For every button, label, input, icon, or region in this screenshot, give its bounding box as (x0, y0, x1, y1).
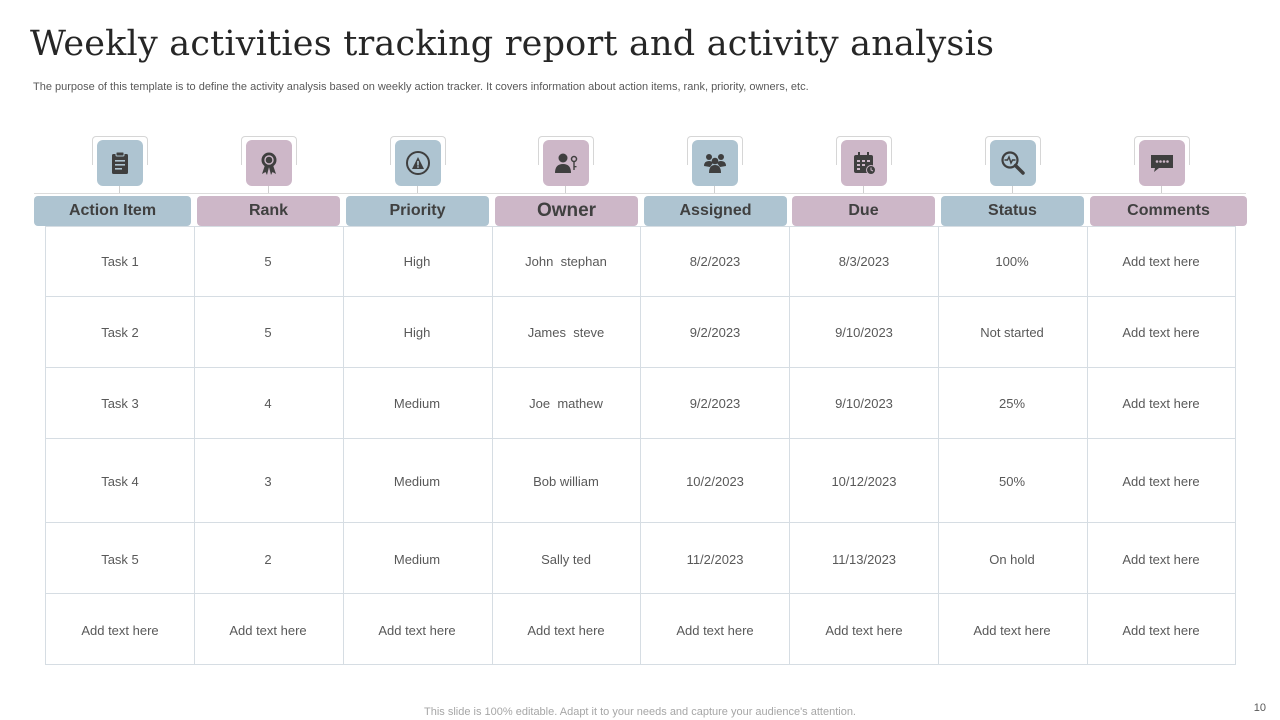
header-rank: Rank (197, 196, 340, 226)
table-cell: Sally ted (541, 552, 591, 567)
table-cell: 11/2/2023 (686, 552, 744, 567)
column-divider (789, 226, 790, 665)
row-divider (45, 296, 1236, 297)
header-priority: Priority (346, 196, 489, 226)
action-item-icon-slot (92, 136, 148, 194)
table-cell: Add text here (973, 623, 1051, 638)
table-cell: Add text here (825, 623, 903, 638)
table-cell: Task 3 (101, 396, 139, 411)
table-cell: Add text here (676, 623, 754, 638)
table-cell: On hold (989, 552, 1035, 567)
clipboard-icon (97, 140, 143, 186)
table-cell: 100% (995, 254, 1029, 269)
table-cell: 5 (264, 254, 272, 269)
chat-bubble-icon (1139, 140, 1185, 186)
table-cell: 8/3/2023 (838, 254, 890, 269)
table-cell: 9/2/2023 (689, 325, 741, 340)
column-divider (194, 226, 195, 665)
table-cell: High (403, 325, 431, 340)
table-cell: Medium (393, 396, 441, 411)
page-title: Weekly activities tracking report and ac… (30, 24, 995, 64)
table-cell: 11/13/2023 (831, 552, 897, 567)
person-key-icon (543, 140, 589, 186)
header-status: Status (941, 196, 1084, 226)
table-cell: 9/10/2023 (835, 396, 893, 411)
table-cell: Add text here (378, 623, 456, 638)
table-cell: Add text here (1122, 474, 1200, 489)
column-divider (1087, 226, 1088, 665)
row-divider (45, 438, 1236, 439)
table-cell: 10/2/2023 (686, 474, 744, 489)
table-cell: Task 2 (101, 325, 139, 340)
due-icon-slot (836, 136, 892, 194)
table-cell: Add text here (1122, 325, 1200, 340)
table-cell: 5 (264, 325, 272, 340)
status-icon-slot (985, 136, 1041, 194)
priority-icon-slot (390, 136, 446, 194)
table-cell: Task 4 (101, 474, 139, 489)
team-icon (692, 140, 738, 186)
gauge-warning-icon (395, 140, 441, 186)
page-subtitle: The purpose of this template is to defin… (33, 81, 809, 93)
table-cell: High (403, 254, 431, 269)
row-divider (45, 593, 1236, 594)
table-cell: Add text here (1122, 552, 1200, 567)
owner-icon-slot (538, 136, 594, 194)
header-owner: Owner (495, 196, 638, 226)
page-number: 10 (1253, 702, 1266, 714)
table-cell: 3 (264, 474, 272, 489)
table-cell: Task 5 (101, 552, 139, 567)
column-divider (343, 226, 344, 665)
row-divider (45, 522, 1236, 523)
table-cell: Add text here (1122, 254, 1200, 269)
table-cell: 9/10/2023 (835, 325, 893, 340)
column-divider (640, 226, 641, 665)
table-cell: Task 1 (101, 254, 139, 269)
header-action-item: Action Item (34, 196, 191, 226)
table-cell: John stephan (525, 254, 607, 269)
table-cell: James steve (527, 325, 605, 340)
header-comments: Comments (1090, 196, 1247, 226)
comments-icon-slot (1134, 136, 1190, 194)
header-due: Due (792, 196, 935, 226)
rank-icon-slot (241, 136, 297, 194)
table-cell: 4 (264, 396, 272, 411)
row-divider (45, 367, 1236, 368)
table-cell: Bob william (533, 474, 599, 489)
table-cell: Add text here (527, 623, 605, 638)
table-cell: Joe mathew (529, 396, 603, 411)
header-assigned: Assigned (644, 196, 787, 226)
column-divider (938, 226, 939, 665)
footer-note: This slide is 100% editable. Adapt it to… (424, 706, 856, 718)
table-cell: 50% (998, 474, 1026, 489)
header-divider (34, 193, 1246, 194)
table-cell: 2 (264, 552, 272, 567)
table-cell: Add text here (229, 623, 307, 638)
table-cell: Medium (393, 552, 441, 567)
award-ribbon-icon (246, 140, 292, 186)
table-cell: Add text here (1122, 623, 1200, 638)
table-cell: Add text here (81, 623, 159, 638)
table-cell: 25% (998, 396, 1026, 411)
calendar-clock-icon (841, 140, 887, 186)
table-cell: Not started (980, 325, 1044, 340)
table-cell: 9/2/2023 (689, 396, 741, 411)
assigned-icon-slot (687, 136, 743, 194)
table-cell: Medium (393, 474, 441, 489)
table-cell: 8/2/2023 (689, 254, 741, 269)
table-cell: 10/12/2023 (831, 474, 897, 489)
magnifier-pulse-icon (990, 140, 1036, 186)
column-divider (492, 226, 493, 665)
table-cell: Add text here (1122, 396, 1200, 411)
